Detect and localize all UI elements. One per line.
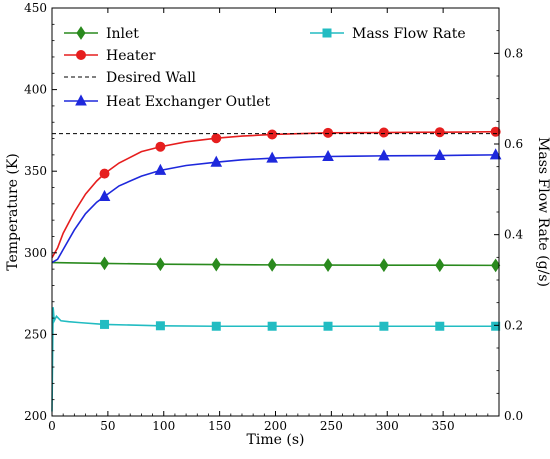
data-point-1 [323, 127, 334, 138]
data-point-4 [155, 321, 165, 331]
x-tick-label: 0 [48, 419, 56, 433]
data-point-4 [211, 321, 221, 331]
y2-tick-label: 0.2 [504, 318, 523, 332]
data-point-0 [155, 257, 165, 272]
data-point-4 [323, 321, 333, 331]
y-tick-label: 250 [24, 327, 47, 341]
legend-entry: Desired Wall [64, 70, 197, 86]
x-tick-label: 300 [376, 419, 399, 433]
x-tick-label: 350 [432, 419, 455, 433]
y-axis-label: Temperature (K) [5, 153, 21, 271]
data-point-4 [267, 321, 277, 331]
axes: 0 50 100 150 200 250 300 350 200 250 300 350 400 450 0… [24, 1, 523, 433]
data-point-3 [378, 149, 390, 161]
data-point-3 [322, 149, 334, 162]
data-point-1 [267, 129, 278, 140]
data-point-0 [211, 257, 221, 272]
data-point-4 [100, 319, 110, 329]
legend-label: Heat Exchanger Outlet [106, 94, 271, 110]
y-tick-label: 350 [24, 164, 47, 178]
legend-label: Desired Wall [106, 70, 197, 86]
y-tick-label: 300 [24, 246, 47, 260]
data-point-0 [435, 258, 445, 273]
data-point-3 [98, 189, 111, 201]
data-point-4 [491, 321, 501, 331]
x-tick-label: 250 [320, 419, 343, 433]
x-tick-label: 150 [208, 419, 231, 433]
data-point-3 [266, 151, 278, 163]
data-point-0 [267, 257, 277, 272]
legend-marker [76, 50, 86, 60]
data-point-0 [491, 258, 501, 273]
legend-marker [75, 94, 87, 106]
plot-area [51, 126, 502, 412]
legend-marker [76, 26, 86, 40]
legend-entry: Mass Flow Rate [310, 26, 466, 42]
data-point-4 [435, 321, 445, 331]
series-line-3 [51, 154, 496, 264]
data-point-1 [434, 127, 445, 138]
data-point-1 [99, 168, 110, 179]
y-tick-label: 200 [24, 409, 47, 423]
data-point-1 [211, 133, 222, 144]
legend-label: Mass Flow Rate [352, 26, 466, 42]
x-tick-label: 200 [264, 419, 287, 433]
data-point-3 [210, 155, 223, 167]
y2-tick-label: 0.4 [504, 228, 523, 242]
data-point-0 [99, 256, 110, 271]
legend-entry: Heater [64, 48, 156, 64]
y2-axis-label: Mass Flow Rate (g/s) [535, 137, 550, 287]
data-point-0 [323, 258, 333, 272]
data-point-4 [379, 321, 389, 331]
legend-entry: Heat Exchanger Outlet [64, 94, 271, 110]
legend-label: Heater [106, 48, 156, 64]
data-point-3 [433, 148, 446, 161]
y2-tick-label: 0.8 [504, 46, 523, 60]
data-point-1 [378, 127, 389, 138]
data-point-3 [489, 148, 502, 160]
legend-label: Inlet [106, 26, 139, 42]
x-axis-label: Time (s) [247, 432, 305, 448]
x-tick-label: 100 [152, 419, 175, 433]
y2-tick-label: 0.0 [504, 409, 523, 423]
legend-entry: Inlet [64, 26, 139, 42]
x-tick-label: 50 [100, 419, 115, 433]
series-line-1 [51, 130, 496, 259]
y-tick-label: 400 [24, 83, 47, 97]
data-point-0 [379, 258, 389, 273]
legend-marker [322, 28, 332, 38]
legend: Inlet Heater Desired Wall Heat Exchanger Ou… [64, 26, 466, 110]
y2-tick-label: 0.6 [504, 137, 523, 151]
data-point-3 [154, 163, 167, 175]
data-point-1 [155, 141, 166, 152]
y-tick-label: 450 [24, 1, 47, 15]
